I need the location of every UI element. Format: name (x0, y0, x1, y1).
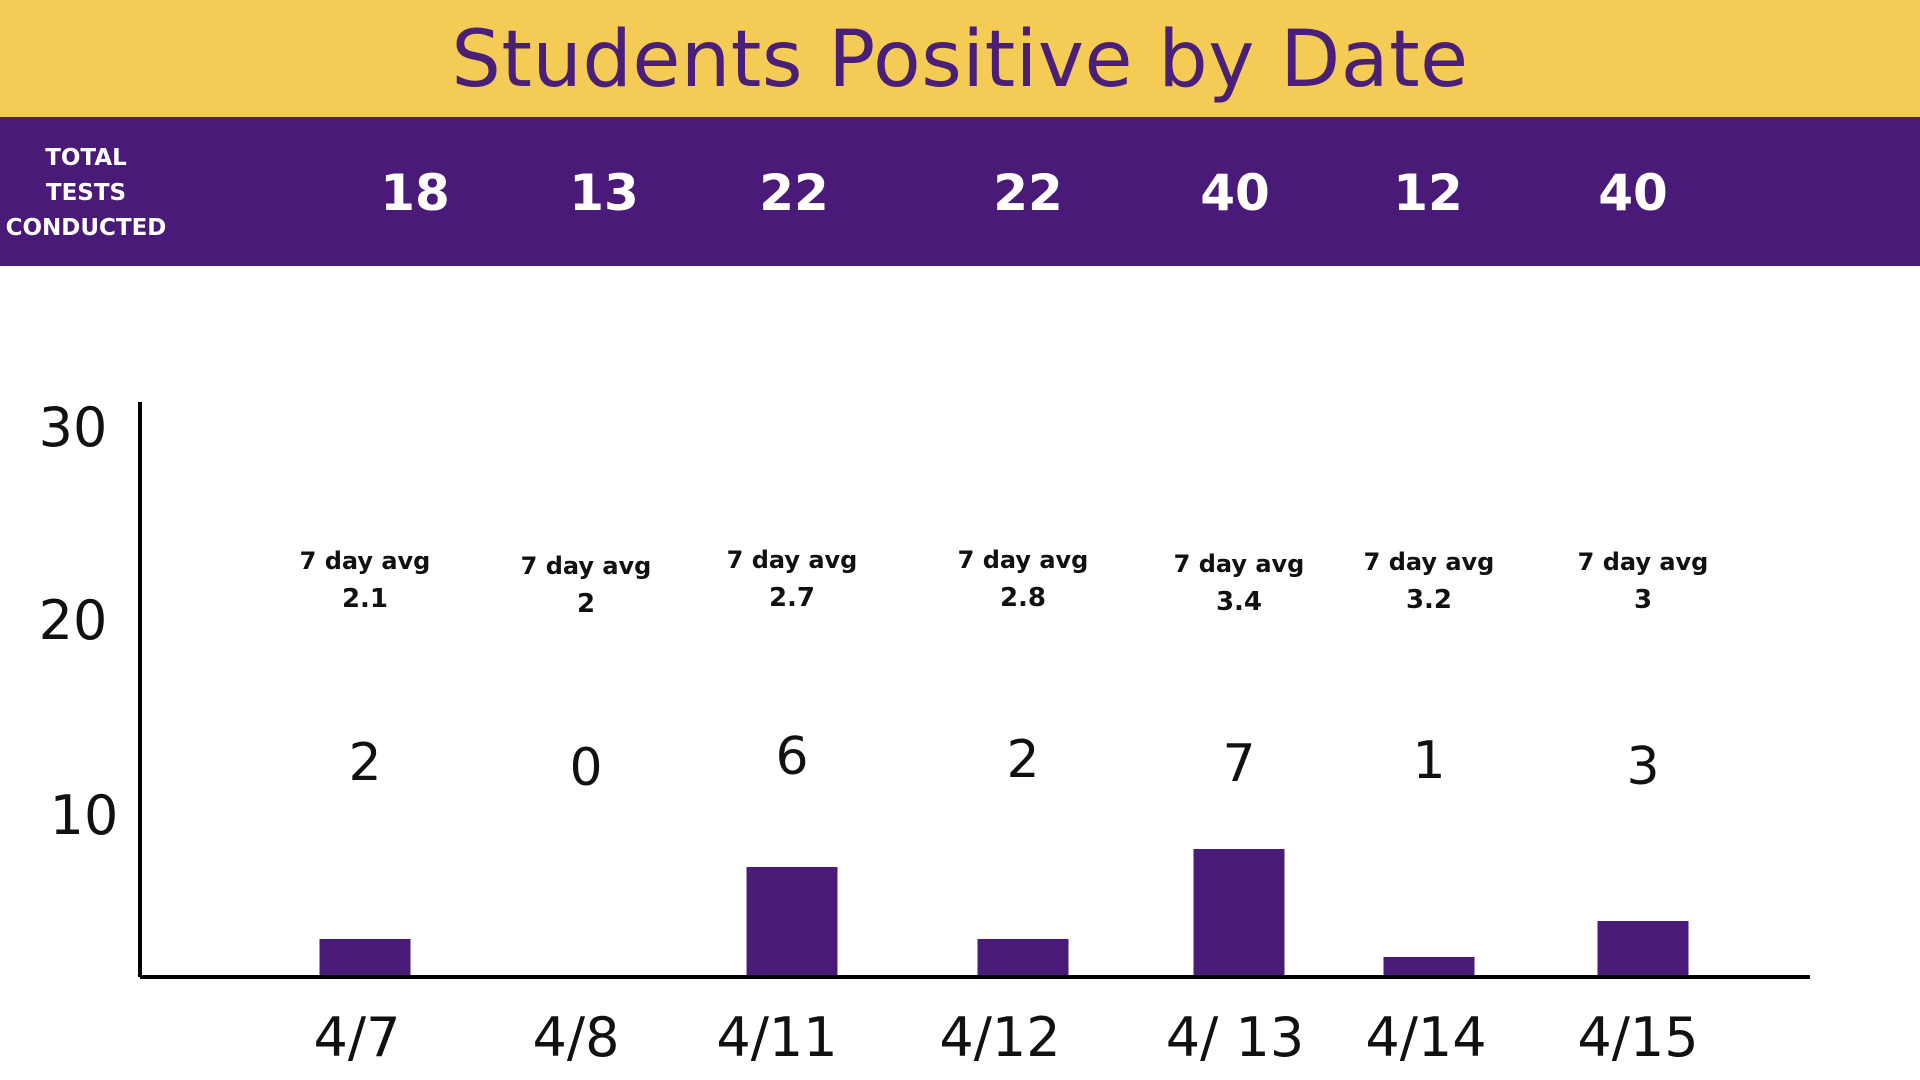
y-tick-label: 30 (39, 396, 108, 459)
tests-count: 22 (993, 164, 1063, 222)
seven-day-avg-value: 2 (577, 589, 595, 619)
tests-count: 22 (759, 164, 829, 222)
bar (1383, 957, 1475, 975)
bar (1597, 921, 1689, 975)
positive-count-label: 2 (348, 733, 381, 793)
x-tick-labels: 4/7 4/8 4/11 4/12 4/ 13 4/14 4/15 (314, 1006, 1699, 1069)
total-tests-band: TOTAL TESTS CONDUCTED 18 13 22 22 40 12 … (0, 117, 1920, 266)
bar (977, 939, 1069, 975)
seven-day-avg-label: 7 day avg (1174, 550, 1305, 578)
chart-title: Students Positive by Date (451, 14, 1469, 105)
annotations: 7 day avg 2.1 2 7 day avg 2 0 7 day avg 2.7 6 7 d… (300, 546, 1709, 798)
title-band: Students Positive by Date (0, 0, 1920, 117)
bar (319, 939, 411, 975)
axes (138, 402, 1810, 979)
bar (746, 867, 838, 975)
positive-count-label: 3 (1626, 737, 1659, 797)
x-tick-label: 4/14 (1365, 1006, 1486, 1069)
total-tests-label-line: TOTAL (45, 145, 127, 171)
seven-day-avg-label: 7 day avg (521, 552, 652, 580)
x-tick-label: 4/7 (314, 1006, 401, 1069)
seven-day-avg-label: 7 day avg (727, 546, 858, 574)
seven-day-avg-value: 2.7 (769, 583, 815, 613)
tests-count: 40 (1200, 164, 1270, 222)
y-tick-label: 20 (39, 589, 108, 652)
tests-count: 12 (1393, 164, 1463, 222)
total-tests-label-line: TESTS (45, 180, 127, 206)
tests-count: 13 (569, 164, 639, 222)
seven-day-avg-value: 2.8 (1000, 583, 1046, 613)
seven-day-avg-label: 7 day avg (958, 546, 1089, 574)
seven-day-avg-value: 3.2 (1406, 585, 1452, 615)
seven-day-avg-value: 2.1 (342, 584, 388, 614)
x-tick-label: 4/8 (533, 1006, 620, 1069)
tests-count: 18 (380, 164, 450, 222)
positive-count-label: 1 (1412, 731, 1445, 791)
bar (1193, 849, 1285, 975)
x-tick-label: 4/15 (1577, 1006, 1698, 1069)
seven-day-avg-label: 7 day avg (1364, 548, 1495, 576)
tests-count: 40 (1598, 164, 1668, 222)
total-tests-label-line: CONDUCTED (5, 215, 167, 241)
positive-count-label: 7 (1222, 734, 1255, 794)
seven-day-avg-label: 7 day avg (1578, 548, 1709, 576)
x-tick-label: 4/12 (939, 1006, 1060, 1069)
y-tick-label: 10 (50, 784, 119, 847)
x-tick-label: 4/ 13 (1166, 1006, 1304, 1069)
seven-day-avg-value: 3.4 (1216, 587, 1262, 617)
x-tick-label: 4/11 (716, 1006, 837, 1069)
positive-count-label: 6 (775, 727, 808, 787)
seven-day-avg-label: 7 day avg (300, 547, 431, 575)
positive-count-label: 2 (1006, 730, 1039, 790)
total-tests-label: TOTAL TESTS CONDUCTED (0, 141, 172, 246)
bars (319, 849, 1689, 975)
positive-count-label: 0 (569, 738, 602, 798)
seven-day-avg-value: 3 (1634, 585, 1652, 615)
y-tick-labels: 10 20 30 (39, 396, 119, 847)
